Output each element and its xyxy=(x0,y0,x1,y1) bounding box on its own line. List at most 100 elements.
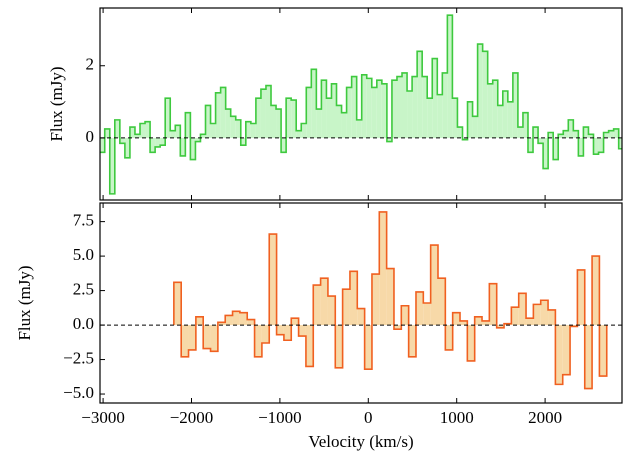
bar xyxy=(415,291,424,326)
bar xyxy=(255,98,261,138)
bar xyxy=(225,315,233,326)
bar xyxy=(250,123,256,138)
bar xyxy=(391,80,397,138)
bar xyxy=(165,98,171,138)
bar xyxy=(467,325,475,361)
bar xyxy=(568,119,574,138)
bar xyxy=(366,78,372,138)
bar xyxy=(225,109,231,138)
bar xyxy=(296,130,302,138)
bar xyxy=(452,98,458,138)
bar xyxy=(230,116,236,138)
bar xyxy=(526,318,534,326)
bar xyxy=(342,289,350,326)
bar xyxy=(321,80,327,138)
bar xyxy=(533,127,539,138)
bar xyxy=(592,256,600,326)
bar xyxy=(160,137,166,146)
bar xyxy=(181,325,189,357)
bar xyxy=(618,137,622,149)
bar xyxy=(316,109,322,138)
bar xyxy=(195,137,201,142)
axes-frame xyxy=(99,7,623,201)
bar xyxy=(313,285,321,326)
bar xyxy=(150,137,156,153)
bar xyxy=(511,307,519,326)
bar xyxy=(386,268,394,326)
bar xyxy=(393,325,402,330)
bar xyxy=(269,234,277,326)
bar xyxy=(341,112,347,138)
bar xyxy=(281,137,287,153)
bar xyxy=(613,128,619,138)
bar xyxy=(379,211,387,326)
bar xyxy=(538,137,544,144)
bar xyxy=(114,119,120,138)
bar xyxy=(200,134,206,138)
bar xyxy=(331,83,337,138)
bar xyxy=(583,127,589,138)
bar xyxy=(240,137,246,146)
bar xyxy=(593,137,599,155)
bar xyxy=(381,83,387,138)
bar xyxy=(175,125,181,138)
bar xyxy=(386,137,392,142)
bar xyxy=(140,123,146,138)
bar xyxy=(203,325,211,349)
bar xyxy=(412,76,418,138)
bar xyxy=(512,72,518,138)
y-tick-label: 7.5 xyxy=(73,211,94,230)
x-tick-label: −3000 xyxy=(81,408,125,427)
bar xyxy=(104,128,110,138)
bar xyxy=(291,318,299,326)
bar xyxy=(430,245,438,326)
bar xyxy=(447,15,453,138)
bar xyxy=(361,74,367,138)
bar xyxy=(261,325,270,343)
bar xyxy=(134,134,141,138)
bar xyxy=(326,98,332,138)
bar xyxy=(286,98,292,138)
bar xyxy=(555,325,563,385)
bar xyxy=(364,325,372,370)
bar xyxy=(533,304,541,326)
bar xyxy=(311,69,317,138)
bar xyxy=(562,325,571,375)
x-axis-label: Velocity (km/s) xyxy=(308,432,413,451)
bar xyxy=(245,121,251,138)
bar xyxy=(482,51,488,138)
bar xyxy=(119,137,125,144)
bar xyxy=(540,300,549,326)
bar xyxy=(437,278,446,326)
bar xyxy=(260,89,266,138)
bar xyxy=(351,76,357,138)
bar xyxy=(185,112,191,138)
y-tick-label: 5.0 xyxy=(73,245,94,264)
bar xyxy=(195,316,204,326)
bar xyxy=(298,325,306,337)
bar xyxy=(432,58,438,138)
bar xyxy=(276,109,282,138)
bar xyxy=(492,80,498,138)
bar xyxy=(232,311,240,326)
bar xyxy=(109,137,115,194)
bar xyxy=(215,92,221,138)
bar xyxy=(553,137,559,160)
bar xyxy=(376,80,382,138)
panel-data xyxy=(100,211,622,390)
bar xyxy=(145,121,151,138)
y-tick-label: 0.0 xyxy=(73,314,94,333)
bar xyxy=(100,137,105,153)
bar xyxy=(518,293,527,326)
bar xyxy=(445,325,453,350)
bar xyxy=(487,83,493,138)
bar xyxy=(129,127,135,138)
bar xyxy=(401,305,409,326)
x-tick-label: 1000 xyxy=(440,408,474,427)
axes-frame xyxy=(99,202,623,404)
bar xyxy=(301,123,307,138)
x-tick-label: 2000 xyxy=(528,408,562,427)
bar xyxy=(320,278,328,326)
bar xyxy=(371,87,377,138)
bar xyxy=(357,308,365,326)
